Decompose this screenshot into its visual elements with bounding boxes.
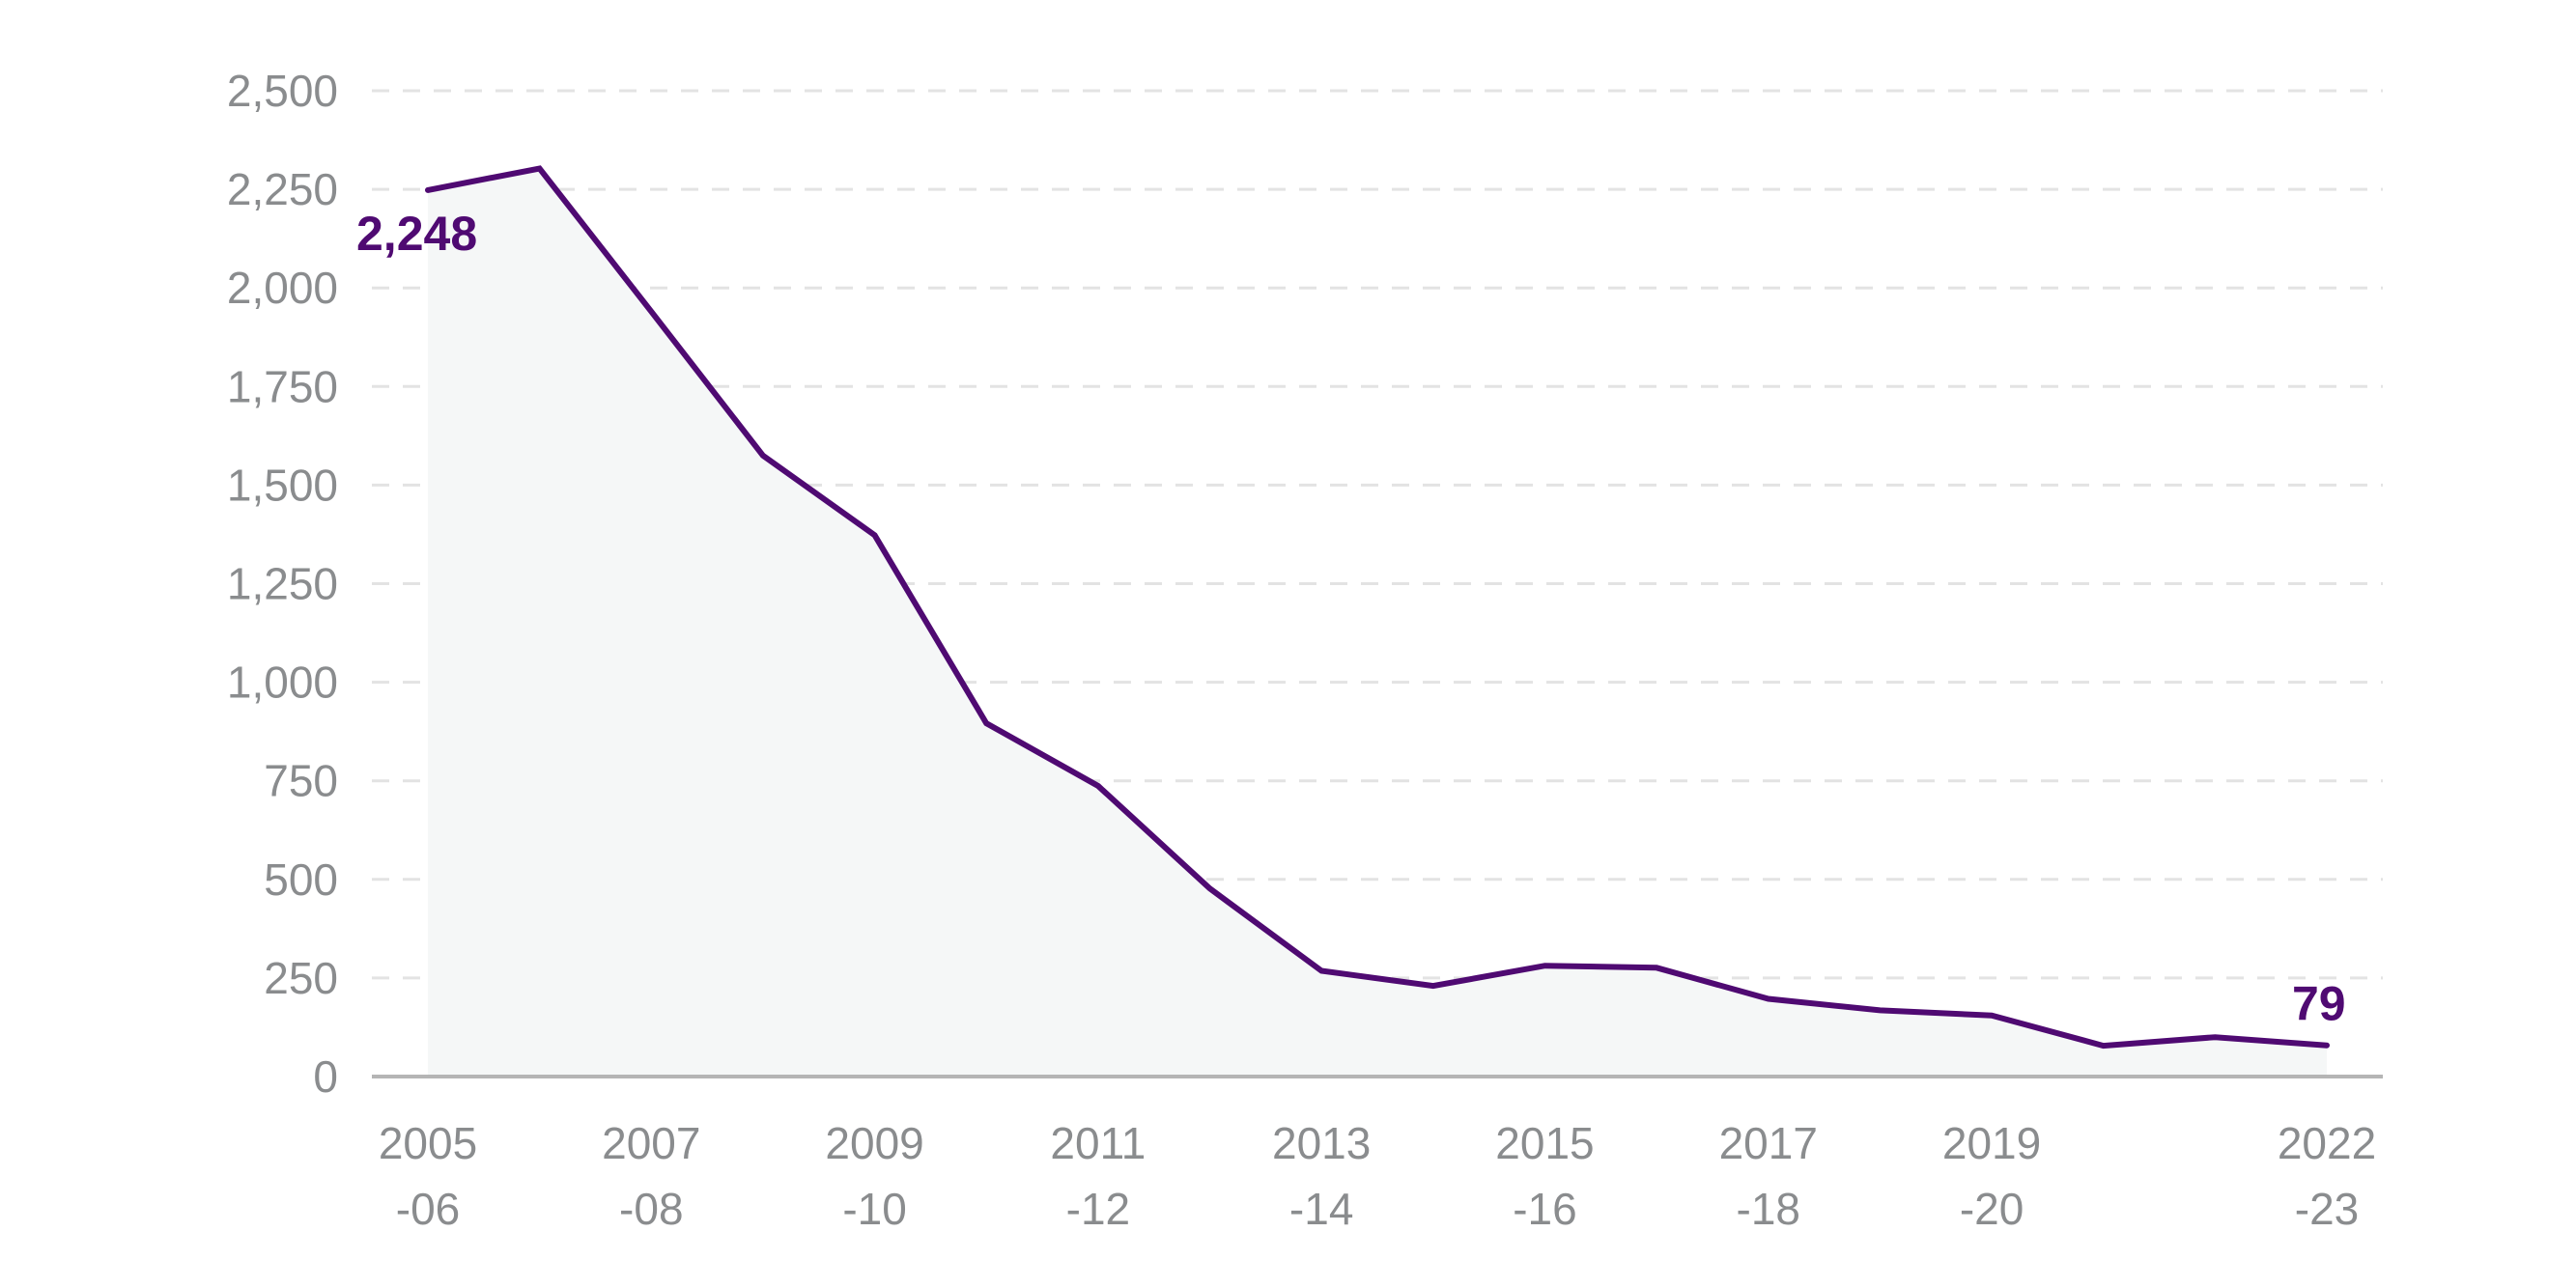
gridlines (372, 89, 2383, 980)
x-tick-label-year: 2019 (1942, 1118, 2041, 1168)
data-label-last: 79 (2292, 977, 2346, 1031)
y-tick-label: 2,000 (227, 263, 338, 313)
x-tick-label-year: 2011 (1050, 1118, 1146, 1168)
x-tick-label-suffix: -18 (1737, 1184, 1800, 1234)
data-labels: 2,248 79 (356, 207, 2346, 1031)
x-tick-label-suffix: -10 (842, 1184, 906, 1234)
x-tick-label-year: 2005 (379, 1118, 477, 1168)
y-tick-label: 0 (313, 1051, 338, 1102)
y-tick-label: 750 (264, 756, 338, 806)
x-tick-label-year: 2009 (825, 1118, 923, 1168)
y-axis-ticks: 0 250 500 750 1,000 1,250 1,500 1,750 2,000 2,250… (227, 66, 338, 1102)
x-tick-label-suffix: -16 (1513, 1184, 1576, 1234)
y-tick-label: 2,500 (227, 66, 338, 116)
x-tick-label-year: 2017 (1719, 1118, 1818, 1168)
data-label-first: 2,248 (356, 207, 477, 261)
y-tick-label: 1,500 (227, 460, 338, 510)
x-axis-ticks: 2005 -06 2007 -08 2009 -10 2011 -12 2013 -14 2015 -… (379, 1118, 2376, 1234)
x-tick-label-suffix: -20 (1960, 1184, 2024, 1234)
y-tick-label: 1,250 (227, 559, 338, 609)
y-tick-label: 1,750 (227, 361, 338, 411)
y-tick-label: 2,250 (227, 164, 338, 214)
x-tick-label-suffix: -14 (1289, 1184, 1353, 1234)
x-tick-label-year: 2007 (602, 1118, 700, 1168)
x-tick-label-suffix: -23 (2295, 1184, 2359, 1234)
x-tick-label-year: 2013 (1272, 1118, 1371, 1168)
area-fill (428, 168, 2327, 1077)
y-tick-label: 1,000 (227, 658, 338, 708)
x-tick-label-suffix: -12 (1066, 1184, 1130, 1234)
x-tick-label-year: 2022 (2278, 1118, 2376, 1168)
y-tick-label: 500 (264, 854, 338, 905)
x-tick-label-suffix: -06 (396, 1184, 460, 1234)
y-tick-label: 250 (264, 953, 338, 1003)
x-tick-label-year: 2015 (1495, 1118, 1594, 1168)
series-line (425, 165, 2330, 1050)
x-tick-label-suffix: -08 (619, 1184, 683, 1234)
